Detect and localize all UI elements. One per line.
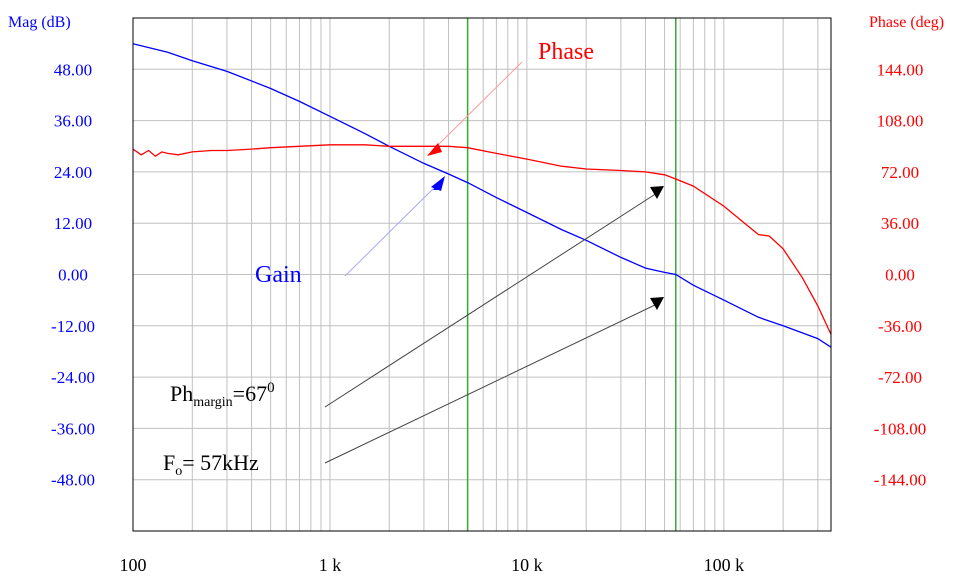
phase-label: Phase [538, 39, 594, 65]
right-tick-label: 144.00 [877, 60, 924, 79]
phase-arrow-head [427, 143, 442, 156]
right-tick-label: -36.00 [878, 317, 922, 336]
x-tick-label: 10 k [511, 555, 543, 575]
fo-line [324, 303, 658, 464]
tick-labels: 48.00 36.00 24.00 12.00 0.00 -12.00 -24.00 -36.… [51, 60, 926, 575]
ph-margin-line [324, 192, 658, 408]
left-axis-title: Mag (dB) [8, 14, 71, 31]
right-tick-label: 72.00 [881, 163, 919, 182]
left-tick-label: -12.00 [51, 317, 95, 336]
right-tick-label: -108.00 [874, 419, 926, 438]
plot-series [132, 43, 832, 348]
x-tick-label: 100 k [704, 555, 745, 575]
left-tick-label: 48.00 [54, 60, 92, 79]
x-tick-label: 1 k [319, 555, 342, 575]
right-tick-label: -72.00 [878, 368, 922, 387]
right-tick-label: 36.00 [881, 214, 919, 233]
left-tick-label: -36.00 [51, 419, 95, 438]
left-tick-label: 36.00 [54, 112, 92, 131]
right-tick-label: 0.00 [885, 266, 915, 285]
plot-frame [132, 17, 832, 532]
right-axis-title: Phase (deg) [869, 14, 944, 31]
gain-label: Gain [255, 262, 302, 288]
series-gain [132, 43, 832, 348]
x-tick-label: 100 [120, 555, 147, 575]
ph-margin-label: Phmargin=670 [170, 380, 275, 410]
right-tick-label: -144.00 [874, 471, 926, 490]
right-tick-label: 108.00 [877, 112, 924, 131]
annotations: Phase Gain Phmargin=670 Fo= 57kHz [163, 39, 664, 479]
left-tick-label: -24.00 [51, 368, 95, 387]
phase-arrow-line [432, 61, 523, 151]
left-tick-label: 0.00 [58, 266, 88, 285]
gain-arrow-line [344, 181, 441, 277]
series-phase [132, 144, 832, 335]
ph-margin-arrow-head [650, 186, 664, 199]
fo-arrow-head [650, 297, 664, 310]
left-tick-label: -48.00 [51, 471, 95, 490]
left-tick-label: 24.00 [54, 163, 92, 182]
left-tick-label: 12.00 [54, 214, 92, 233]
fo-label: Fo= 57kHz [163, 450, 259, 479]
gain-arrow-head-2 [431, 176, 445, 191]
